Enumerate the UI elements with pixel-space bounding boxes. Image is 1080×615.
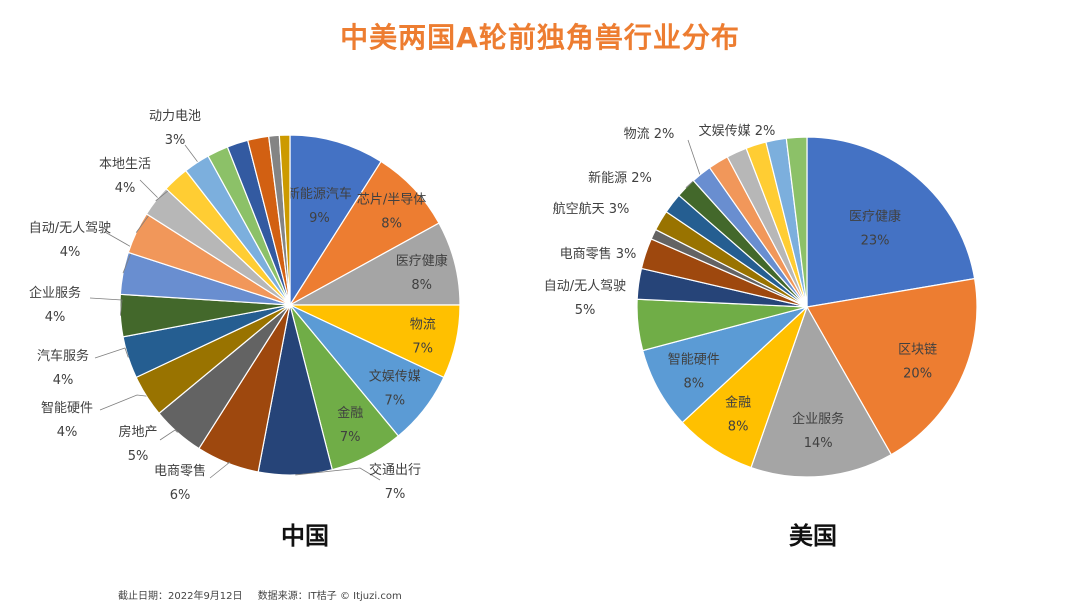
slice-label: 电商零售 [154, 463, 206, 479]
slice-label: 智能硬件 [668, 352, 720, 367]
slice-label: 本地生活 [99, 157, 151, 172]
slice-percent: 5% [128, 449, 149, 464]
leader-line [209, 461, 231, 479]
slice-percent: 7% [385, 487, 406, 502]
slice-label: 电商零售 3% [560, 246, 637, 262]
leader-line [99, 394, 147, 411]
slice-percent: 4% [45, 310, 66, 325]
slice-percent: 4% [57, 425, 78, 440]
leader-line [159, 429, 178, 441]
slice-percent: 8% [411, 278, 432, 293]
slice-label: 医疗健康 [849, 208, 901, 224]
slice-percent: 5% [575, 303, 596, 318]
slice-label: 文娱传媒 2% [699, 124, 776, 139]
slice-label: 物流 2% [624, 127, 675, 142]
slice-label: 企业服务 [792, 411, 844, 427]
slice-label: 金融 [725, 394, 751, 410]
pie-slice [750, 305, 893, 478]
slice-label: 房地产 [118, 424, 157, 440]
pie-slice [289, 134, 382, 308]
page-title: 中美两国A轮前独角兽行业分布 [340, 21, 740, 54]
slice-label: 医疗健康 [396, 253, 448, 269]
slice-percent: 23% [861, 233, 890, 248]
leader-line [295, 467, 381, 481]
slice-label: 文娱传媒 [369, 369, 421, 384]
slice-percent: 6% [170, 488, 191, 503]
slice-percent: 20% [903, 366, 932, 381]
leader-line [94, 347, 129, 359]
slice-percent: 7% [412, 342, 433, 357]
slice-label: 交通出行 [369, 462, 421, 478]
slice-label: 航空航天 3% [553, 201, 630, 217]
data-source: 数据来源：IT桔子 © Itjuzi.com [257, 591, 402, 602]
slice-percent: 4% [60, 245, 81, 260]
pie-slice [785, 136, 808, 308]
slice-label: 自动/无人驾驶 [544, 279, 626, 294]
slice-label: 新能源 2% [588, 170, 652, 186]
slice-percent: 9% [309, 211, 330, 226]
slice-percent: 8% [728, 419, 749, 434]
slice-label: 企业服务 [29, 285, 81, 301]
slice-percent: 14% [804, 436, 833, 451]
slice-label: 智能硬件 [41, 401, 93, 416]
slice-percent: 4% [53, 373, 74, 388]
slice-label: 自动/无人驾驶 [29, 221, 111, 236]
slice-label: 金融 [337, 405, 363, 421]
pie-chart-0: 新能源汽车 9% 芯片/半导体 8% 医疗健康 8% 物流 7% 文娱传媒 7% 金融 7% 交通出行 7… [29, 109, 461, 550]
slice-label: 物流 [410, 318, 436, 333]
slice-label: 芯片/半导体 [357, 193, 426, 208]
leader-line [89, 297, 123, 316]
slice-percent: 8% [684, 376, 705, 391]
chart-title: 中国 [281, 522, 329, 550]
slice-percent: 3% [165, 133, 186, 148]
slice-percent: 7% [384, 393, 405, 408]
chart-title: 美国 [789, 522, 837, 550]
cutoff-date: 截止日期：2022年9月12日 [118, 591, 243, 602]
pie-chart-1: 医疗健康 23% 区块链 20% 企业服务 14% 金融 8% 智能硬件 8% 自动/无人驾驶 5% 电… [544, 124, 978, 550]
slice-percent: 7% [340, 430, 361, 445]
pie-slice [806, 277, 978, 456]
pie-slice [806, 136, 976, 308]
slice-label: 汽车服务 [37, 348, 89, 364]
slice-percent: 8% [381, 217, 402, 232]
slice-label: 动力电池 [149, 109, 201, 124]
pie-slice [278, 134, 291, 306]
footnote: 截止日期：2022年9月12日 数据来源：IT桔子 © Itjuzi.com [118, 587, 414, 602]
slice-label: 新能源汽车 [287, 186, 352, 202]
slice-percent: 4% [115, 181, 136, 196]
slice-label: 区块链 [898, 342, 937, 357]
